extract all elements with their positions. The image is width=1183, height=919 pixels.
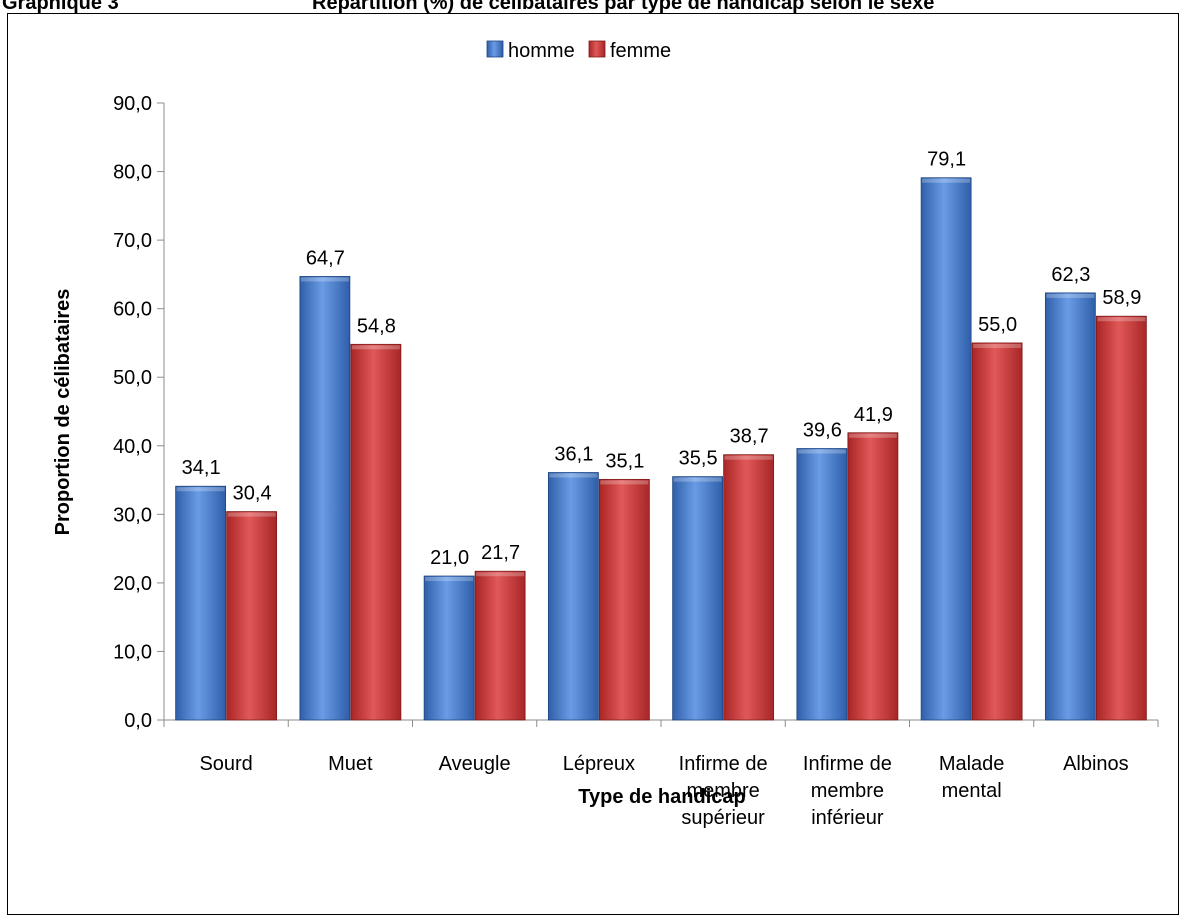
x-tick-label-line: Sourd: [199, 753, 252, 775]
bar-homme: [547, 472, 599, 721]
x-tick-label-line: inférieur: [811, 807, 884, 829]
data-label-femme: 35,1: [605, 450, 644, 472]
bar-homme: [299, 276, 351, 721]
x-tick-label: Albinos: [1063, 753, 1129, 775]
chart-caption: Graphique 3 Répartition (%) de célibatai…: [0, 0, 1183, 14]
bar-homme: [672, 476, 724, 721]
x-tick-label-line: Muet: [328, 753, 373, 775]
x-tick-label-line: Lépreux: [563, 753, 635, 775]
x-axis-title: Type de handicap: [578, 786, 745, 808]
data-labels: 34,1 30,4 64,7 54,8 21,0 21,7 36,1 35,1 35,5 38,7…: [182, 149, 1142, 569]
bar-highlight-homme: [1046, 293, 1095, 298]
bar-femme: [350, 343, 402, 721]
data-label-femme: 41,9: [854, 404, 893, 426]
bar-highlight-homme: [922, 178, 971, 183]
y-tick-label: 60,0: [113, 299, 152, 321]
data-label-homme: 62,3: [1051, 264, 1090, 286]
bar-femme: [226, 511, 278, 721]
bar-femme: [847, 432, 899, 721]
data-label-homme: 21,0: [430, 547, 469, 569]
x-tick-label-line: membre: [811, 780, 884, 802]
bar-highlight-homme: [797, 449, 846, 454]
bar-femme: [723, 454, 775, 721]
x-tick-label: Lépreux: [563, 753, 635, 775]
y-tick-label: 30,0: [113, 504, 152, 526]
y-tick-label: 50,0: [113, 367, 152, 389]
legend: homme femme: [486, 40, 671, 62]
legend-swatch-homme: [486, 40, 504, 58]
data-label-homme: 79,1: [927, 149, 966, 171]
x-tick-label: Sourd: [199, 753, 252, 775]
bar-highlight-femme: [848, 433, 897, 438]
bar-homme: [920, 177, 972, 721]
y-tick-label: 70,0: [113, 230, 152, 252]
y-tick-label: 90,0: [113, 93, 152, 115]
legend-label-homme: homme: [508, 40, 575, 62]
x-tick-label: Infirme de membre inférieur: [803, 753, 892, 829]
legend-label-femme: femme: [610, 40, 671, 62]
bar-femme: [474, 570, 526, 721]
bar-homme: [175, 485, 227, 721]
bar-highlight-femme: [1097, 317, 1146, 322]
y-tick-label: 80,0: [113, 162, 152, 184]
data-label-femme: 30,4: [233, 483, 272, 505]
bar-femme: [598, 478, 650, 721]
bars: [175, 177, 1147, 721]
data-label-homme: 64,7: [306, 247, 345, 269]
bar-homme: [796, 448, 848, 721]
bar-highlight-homme: [176, 487, 225, 492]
bar-highlight-homme: [549, 473, 598, 478]
y-tick-label: 40,0: [113, 436, 152, 458]
x-tick-label: Muet: [328, 753, 373, 775]
x-tick-label: Infirme de membre supérieur: [679, 753, 768, 829]
y-axis-title: Proportion de célibataires: [52, 289, 74, 536]
x-tick-label-line: Aveugle: [439, 753, 511, 775]
x-tick-label-line: mental: [942, 780, 1002, 802]
data-label-femme: 58,9: [1102, 287, 1141, 309]
legend-swatch-femme: [588, 40, 606, 58]
caption-number: Graphique 3: [2, 0, 119, 14]
data-label-femme: 38,7: [730, 426, 769, 448]
y-tick-label: 0,0: [124, 710, 152, 732]
data-label-femme: 21,7: [481, 542, 520, 564]
y-tick-label: 20,0: [113, 573, 152, 595]
bar-highlight-femme: [973, 343, 1022, 348]
bar-highlight-homme: [425, 577, 474, 582]
bar-highlight-femme: [476, 572, 525, 577]
data-label-femme: 54,8: [357, 315, 396, 337]
caption-title: Répartition (%) de célibataires par type…: [312, 0, 935, 14]
bar-highlight-femme: [600, 480, 649, 485]
bar-highlight-femme: [351, 345, 400, 350]
x-tick-label-line: Malade: [939, 753, 1005, 775]
bar-femme: [971, 342, 1023, 721]
bar-femme: [1095, 315, 1147, 721]
bar-homme: [423, 575, 475, 721]
x-tick-label-line: supérieur: [681, 807, 765, 829]
bar-highlight-femme: [227, 512, 276, 517]
bar-highlight-femme: [724, 455, 773, 460]
y-tick-label: 10,0: [113, 641, 152, 663]
x-tick-label: Malade mental: [939, 753, 1005, 802]
data-label-homme: 34,1: [182, 457, 221, 479]
x-tick-label-line: Infirme de: [803, 753, 892, 775]
data-label-femme: 55,0: [978, 314, 1017, 336]
bar-highlight-homme: [300, 277, 349, 282]
bar-highlight-homme: [673, 477, 722, 482]
x-tick-label-line: membre: [686, 780, 759, 802]
data-label-homme: 39,6: [803, 420, 842, 442]
bar-homme: [1044, 292, 1096, 721]
axes: 0,0 10,0 20,0 30,0 40,0 50,0 60,0 70,0 80,0 90,0 S…: [113, 93, 1159, 829]
x-tick-label-line: Infirme de: [679, 753, 768, 775]
x-tick-label: Aveugle: [439, 753, 511, 775]
data-label-homme: 35,5: [679, 448, 718, 470]
data-label-homme: 36,1: [554, 444, 593, 466]
x-tick-label-line: Albinos: [1063, 753, 1129, 775]
